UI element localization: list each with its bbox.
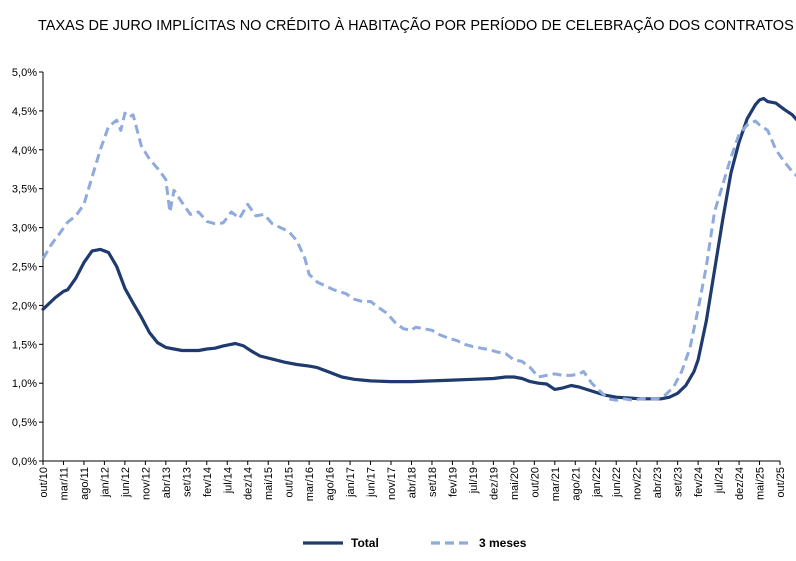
x-tick-label: mar/21 xyxy=(550,467,562,501)
x-tick-label: nov/12 xyxy=(140,467,152,500)
x-tick-label: nov/22 xyxy=(632,467,644,500)
x-tick-label: abr/18 xyxy=(407,467,419,498)
x-tick-label: jan/12 xyxy=(99,467,111,498)
x-tick-label: nov/17 xyxy=(386,467,398,500)
y-tick-label: 2,5% xyxy=(12,262,37,274)
x-tick-label: jul/24 xyxy=(714,467,726,494)
x-tick-label: jul/19 xyxy=(468,467,480,494)
x-tick-label: dez/24 xyxy=(734,467,746,500)
legend: Total 3 meses xyxy=(303,536,527,550)
x-tick-label: ago/11 xyxy=(79,467,91,500)
x-tick-label: dez/19 xyxy=(488,467,500,500)
x-tick-label: mai/20 xyxy=(509,467,521,500)
x-tick-label: jun/12 xyxy=(120,467,132,498)
x-tick-label: out/25 xyxy=(775,467,787,498)
x-tick-label: dez/14 xyxy=(243,467,255,500)
x-axis: out/10 mar/11 ago/11 jan/12 jun/12 nov/12 abr/… xyxy=(38,460,787,501)
x-tick-label: mar/16 xyxy=(304,467,316,501)
y-tick-label: 3,0% xyxy=(12,223,37,235)
x-tick-label: mar/11 xyxy=(58,467,70,500)
x-tick-label: set/23 xyxy=(673,467,685,497)
x-tick-label: jul/14 xyxy=(222,467,234,494)
y-tick-label: 5,0% xyxy=(12,67,37,79)
x-tick-label: abr/23 xyxy=(652,467,664,498)
x-tick-label: mai/25 xyxy=(755,467,767,500)
x-tick-label: jun/17 xyxy=(366,467,378,498)
series-layer xyxy=(41,96,796,402)
y-tick-label: 3,5% xyxy=(12,184,37,196)
x-tick-label: mai/15 xyxy=(263,467,275,500)
y-tick-label: 0,5% xyxy=(12,417,37,429)
x-tick-label: out/15 xyxy=(284,467,296,498)
y-tick-label: 0,0% xyxy=(12,456,37,468)
x-tick-label: fev/24 xyxy=(693,467,705,497)
x-tick-label: ago/16 xyxy=(325,467,337,501)
x-tick-label: set/13 xyxy=(181,467,193,497)
legend-label: 3 meses xyxy=(479,536,527,550)
x-tick-label: jan/17 xyxy=(345,467,357,498)
series-line-total xyxy=(41,96,796,401)
x-tick-label: out/20 xyxy=(529,467,541,498)
x-tick-label: set/18 xyxy=(427,467,439,497)
y-tick-label: 2,0% xyxy=(12,300,37,312)
series-line-3-meses xyxy=(41,111,796,402)
x-tick-label: out/10 xyxy=(38,467,50,498)
y-tick-label: 1,0% xyxy=(12,378,37,390)
x-tick-label: fev/19 xyxy=(447,467,459,497)
x-tick-label: ago/21 xyxy=(570,467,582,501)
y-axis: 0,0% 0,5% 1,0% 1,5% 2,0% 2,5% 3,0% 3,5% 4,0% 4,5%… xyxy=(12,67,44,468)
x-tick-label: jun/22 xyxy=(611,467,623,498)
legend-label: Total xyxy=(351,536,379,550)
y-tick-label: 4,0% xyxy=(12,145,37,157)
x-tick-label: jan/22 xyxy=(591,467,603,498)
x-tick-label: abr/13 xyxy=(161,467,173,498)
chart-title: TAXAS DE JURO IMPLÍCITAS NO CRÉDITO À HA… xyxy=(38,17,794,34)
y-tick-label: 4,5% xyxy=(12,106,37,118)
y-tick-label: 1,5% xyxy=(12,339,37,351)
x-tick-label: fev/14 xyxy=(202,467,214,497)
